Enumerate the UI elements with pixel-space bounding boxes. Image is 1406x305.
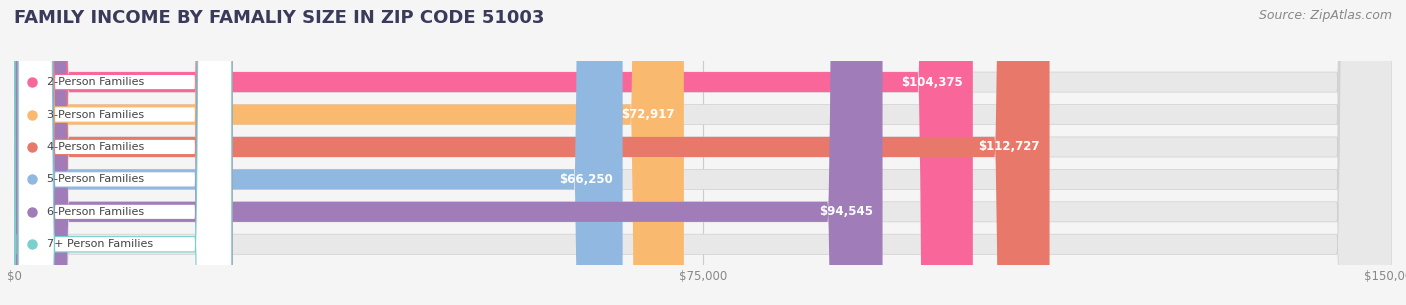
Text: 4-Person Families: 4-Person Families (48, 142, 145, 152)
FancyBboxPatch shape (14, 0, 973, 305)
FancyBboxPatch shape (18, 0, 232, 305)
Text: $104,375: $104,375 (901, 76, 963, 88)
FancyBboxPatch shape (14, 0, 1392, 305)
Text: $112,727: $112,727 (979, 141, 1040, 153)
FancyBboxPatch shape (14, 0, 1392, 305)
FancyBboxPatch shape (14, 0, 1392, 305)
FancyBboxPatch shape (18, 0, 232, 305)
Text: $94,545: $94,545 (818, 205, 873, 218)
FancyBboxPatch shape (14, 0, 1049, 305)
Text: 5-Person Families: 5-Person Families (48, 174, 145, 185)
Text: 7+ Person Families: 7+ Person Families (48, 239, 153, 249)
Text: $66,250: $66,250 (560, 173, 613, 186)
Text: 3-Person Families: 3-Person Families (48, 109, 145, 120)
FancyBboxPatch shape (14, 0, 883, 305)
Text: $0: $0 (51, 238, 67, 251)
FancyBboxPatch shape (18, 0, 232, 305)
FancyBboxPatch shape (14, 0, 1392, 305)
FancyBboxPatch shape (14, 0, 1392, 305)
Text: Source: ZipAtlas.com: Source: ZipAtlas.com (1258, 9, 1392, 22)
FancyBboxPatch shape (18, 0, 232, 305)
FancyBboxPatch shape (14, 0, 42, 305)
FancyBboxPatch shape (14, 0, 683, 305)
FancyBboxPatch shape (18, 0, 232, 305)
FancyBboxPatch shape (18, 0, 232, 305)
Text: FAMILY INCOME BY FAMALIY SIZE IN ZIP CODE 51003: FAMILY INCOME BY FAMALIY SIZE IN ZIP COD… (14, 9, 544, 27)
Text: $72,917: $72,917 (620, 108, 675, 121)
Text: 6-Person Families: 6-Person Families (48, 207, 145, 217)
FancyBboxPatch shape (14, 0, 623, 305)
Text: 2-Person Families: 2-Person Families (48, 77, 145, 87)
FancyBboxPatch shape (14, 0, 1392, 305)
